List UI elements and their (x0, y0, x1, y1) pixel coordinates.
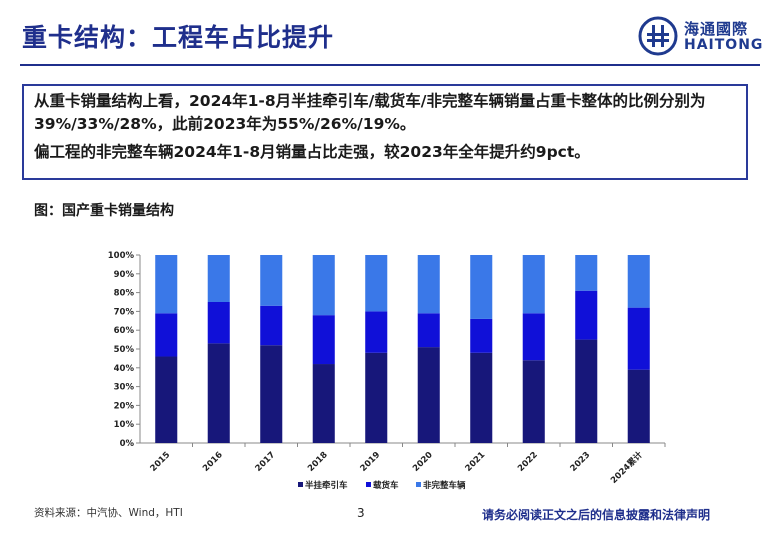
bar-segment-1 (522, 360, 545, 443)
x-tick-label: 2019 (359, 450, 383, 474)
bar-segment-3 (470, 255, 493, 319)
legend-label-3: 非完整车辆 (423, 480, 466, 491)
y-tick-label: 50% (114, 345, 135, 355)
bar-segment-2 (417, 313, 440, 348)
bar-segment-1 (470, 352, 493, 443)
haitong-logo-icon (638, 16, 678, 56)
legend-swatch-1 (298, 482, 303, 487)
y-tick-label: 90% (114, 270, 135, 280)
bar-segment-1 (155, 356, 178, 443)
bar-segment-2 (155, 313, 178, 357)
y-tick-label: 60% (114, 326, 135, 336)
bar-segment-2 (312, 315, 335, 365)
summary-box: 从重卡销量结构上看，2024年1-8月半挂牵引车/载货车/非完整车辆销量占重卡整… (22, 84, 748, 180)
x-tick-label: 2016 (201, 450, 225, 474)
y-tick-label: 20% (114, 401, 135, 411)
bar-segment-2 (470, 318, 493, 353)
logo-text-en: HAITONG (684, 37, 764, 53)
bar-segment-3 (522, 255, 545, 314)
source-note: 资料来源：中汽协、Wind，HTI (34, 507, 183, 519)
x-tick-label: 2023 (569, 450, 593, 474)
page-number: 3 (357, 506, 365, 520)
bar-segment-2 (207, 302, 230, 344)
x-tick-label: 2017 (254, 450, 278, 474)
bar-segment-2 (627, 307, 650, 370)
bar-segment-3 (260, 255, 283, 306)
legend-swatch-3 (416, 482, 421, 487)
bar-segment-1 (365, 352, 388, 443)
x-tick-label: 2024累计 (608, 449, 645, 486)
x-tick-label: 2021 (464, 450, 488, 474)
bar-segment-3 (575, 255, 598, 291)
y-tick-label: 30% (114, 383, 135, 393)
legend-label-2: 载货车 (373, 480, 399, 491)
figure-label: 图：国产重卡销量结构 (34, 203, 174, 219)
bar-segment-2 (575, 290, 598, 340)
bar-segment-3 (365, 255, 388, 312)
bar-segment-2 (522, 313, 545, 361)
legal-disclaimer: 请务必阅读正文之后的信息披露和法律声明 (482, 508, 711, 522)
y-tick-label: 40% (114, 364, 135, 374)
legend-label-1: 半挂牵引车 (305, 480, 348, 491)
y-tick-label: 10% (114, 420, 135, 430)
y-tick-label: 70% (114, 307, 135, 317)
bar-segment-1 (260, 345, 283, 443)
x-tick-label: 2015 (149, 450, 173, 474)
bar-segment-3 (627, 255, 650, 308)
page-title: 重卡结构：工程车占比提升 (22, 23, 335, 52)
stacked-bar-chart: 0% 10% 20% 30% 40% 50% 60% 70% 80% 90% 100% 2015 201… (108, 251, 666, 491)
bar-segment-3 (207, 255, 230, 302)
bar-segment-1 (417, 347, 440, 443)
bar-segment-2 (260, 305, 283, 346)
logo-text-cn: 海通國際 (684, 20, 749, 38)
bar-segment-2 (365, 311, 388, 353)
legend-swatch-2 (366, 482, 371, 487)
summary-line-2: 偏工程的非完整车辆2024年1-8月销量占比走强，较2023年全年提升约9pct… (34, 143, 590, 161)
bar-segment-1 (207, 343, 230, 443)
x-tick-label: 2022 (516, 450, 540, 474)
bar-segment-3 (155, 255, 178, 314)
y-tick-label: 0% (120, 439, 135, 449)
bar-segment-3 (312, 255, 335, 316)
company-logo: 海通國際 HAITONG (638, 16, 764, 58)
bar-segment-1 (575, 339, 598, 443)
bar-segment-1 (312, 364, 335, 443)
header-divider (20, 64, 760, 66)
bar-segment-3 (417, 255, 440, 314)
y-tick-label: 100% (108, 251, 135, 261)
y-tick-label: 80% (114, 289, 135, 299)
x-tick-label: 2020 (411, 450, 435, 474)
bar-segment-1 (627, 369, 650, 443)
summary-line-1: 从重卡销量结构上看，2024年1-8月半挂牵引车/载货车/非完整车辆销量占重卡整… (34, 92, 706, 133)
x-tick-label: 2018 (306, 450, 330, 474)
